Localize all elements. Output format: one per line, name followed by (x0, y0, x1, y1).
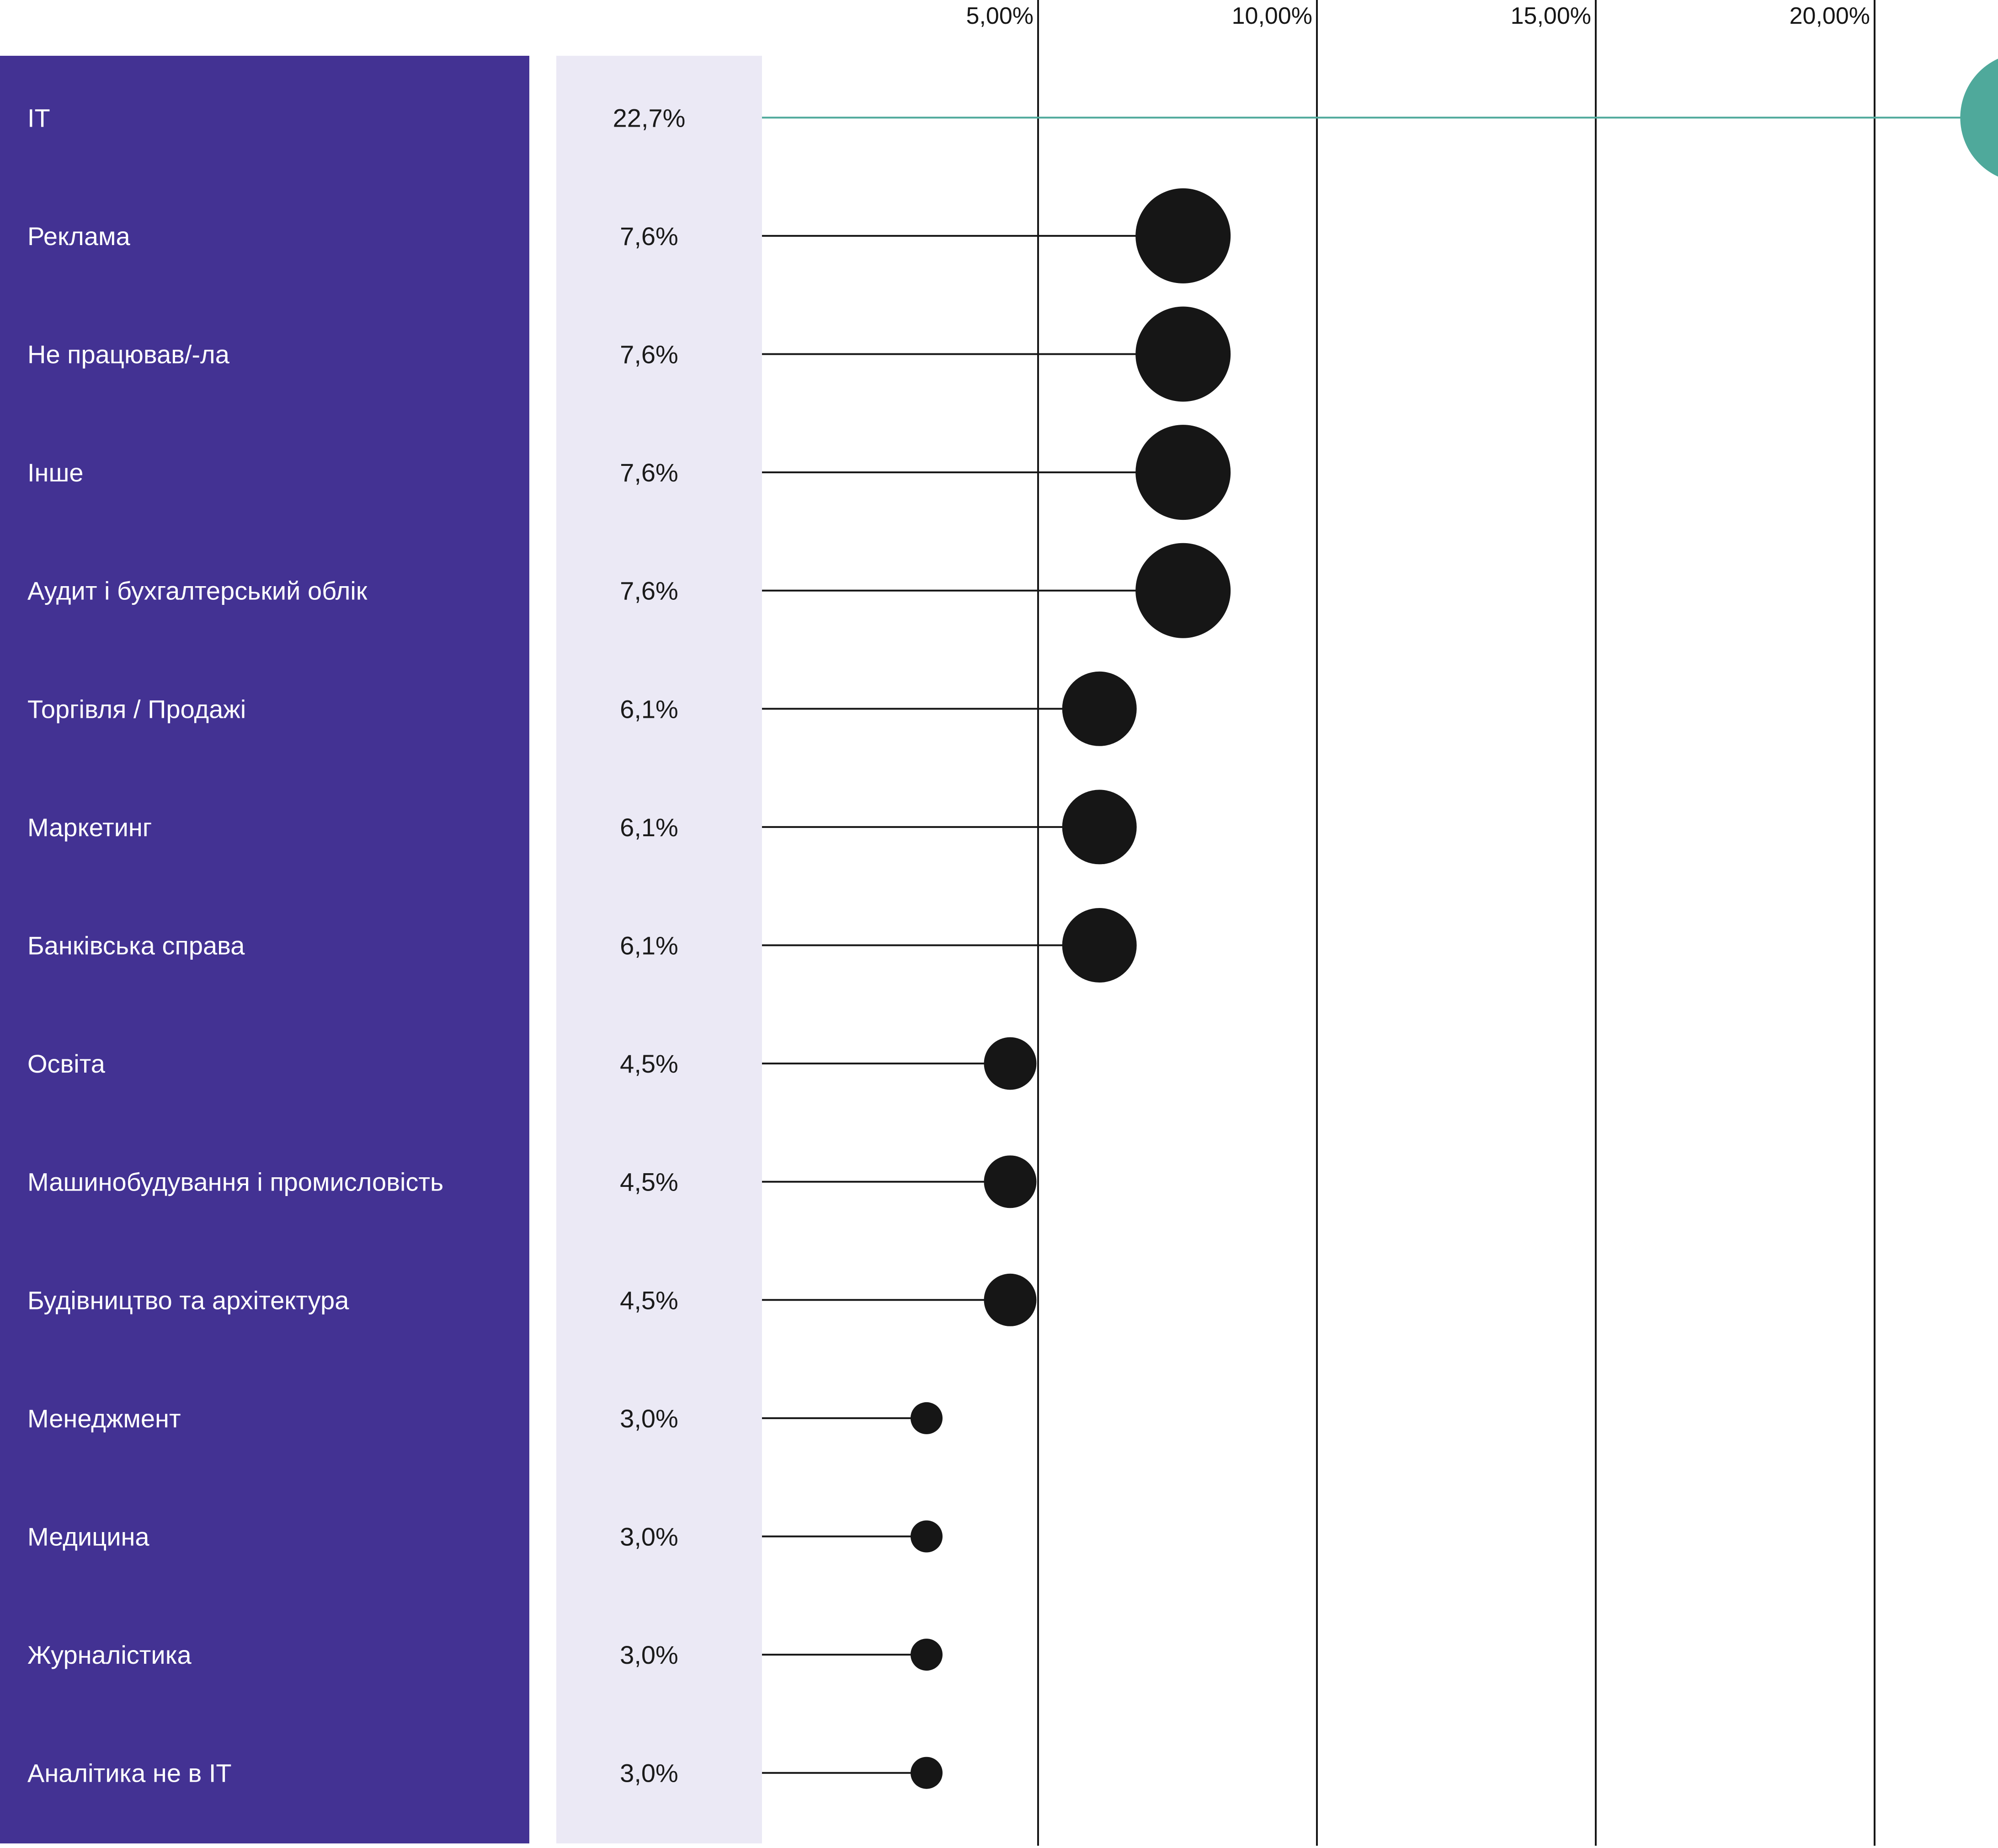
chart-row: Інше 7,6% (27, 425, 1231, 520)
value-label: 6,1% (620, 694, 678, 723)
value-label: 7,6% (620, 222, 678, 251)
chart-row: Машинобудування і промисловість 4,5% (27, 1155, 1037, 1208)
value-label: 3,0% (620, 1640, 678, 1669)
value-label-panel (556, 56, 762, 1843)
category-label: Менеджмент (27, 1404, 181, 1433)
chart-row: Аналітика не в IT 3,0% (27, 1757, 943, 1789)
chart-row: Освіта 4,5% (27, 1037, 1037, 1090)
category-label: Торгівля / Продажі (27, 694, 246, 723)
category-label: Маркетинг (27, 813, 152, 842)
value-label: 4,5% (620, 1168, 678, 1196)
chart-row: IT 22,7% (27, 59, 1998, 177)
chart-row: Медицина 3,0% (27, 1520, 943, 1553)
value-label: 3,0% (620, 1404, 678, 1433)
value-label: 7,6% (620, 340, 678, 369)
x-tick-label: 5,00% (966, 3, 1034, 29)
lollipop-dot (1135, 543, 1231, 638)
value-label: 6,1% (620, 931, 678, 960)
lollipop-dot (911, 1402, 943, 1434)
lollipop-dot (1135, 425, 1231, 520)
category-label: Реклама (27, 222, 130, 251)
lollipop-dot (1135, 188, 1231, 283)
x-tick-label: 20,00% (1790, 3, 1870, 29)
category-label: Не працював/-ла (27, 340, 230, 369)
chart-row: Банківська справа 6,1% (27, 908, 1137, 983)
lollipop-dot (1062, 671, 1137, 746)
lollipop-dot-highlight (1960, 59, 1998, 177)
chart-row: Торгівля / Продажі 6,1% (27, 671, 1137, 746)
lollipop-dot (911, 1757, 943, 1789)
value-label: 6,1% (620, 813, 678, 842)
x-tick-label: 10,00% (1232, 3, 1312, 29)
x-gridlines: 5,00% 10,00% 15,00% 20,00% (966, 0, 1875, 1846)
lollipop-dot (1135, 306, 1231, 402)
value-label: 4,5% (620, 1049, 678, 1078)
value-label: 3,0% (620, 1759, 678, 1788)
chart-row: Менеджмент 3,0% (27, 1402, 943, 1434)
chart-row: Не працював/-ла 7,6% (27, 306, 1231, 402)
chart-row: Будівництво та архітектура 4,5% (27, 1273, 1037, 1326)
x-tick-label: 15,00% (1511, 3, 1591, 29)
lollipop-dot (984, 1037, 1037, 1090)
category-label: Медицина (27, 1522, 149, 1551)
value-label: 22,7% (613, 103, 686, 132)
category-label-panel (0, 56, 529, 1843)
category-label: Будівництво та архітектура (27, 1286, 349, 1314)
lollipop-dot (1062, 908, 1137, 983)
category-label: Журналістика (27, 1640, 192, 1669)
value-label: 7,6% (620, 577, 678, 605)
category-label: Аналітика не в IT (27, 1759, 232, 1788)
lollipop-dot (984, 1155, 1037, 1208)
value-label: 7,6% (620, 458, 678, 487)
chart-row: Маркетинг 6,1% (27, 790, 1137, 865)
category-label: Машинобудування і промисловість (27, 1168, 443, 1196)
lollipop-dot (911, 1520, 943, 1553)
category-label: Освіта (27, 1049, 106, 1078)
category-label: Банківська справа (27, 931, 245, 960)
category-label: IT (27, 103, 50, 132)
value-label: 4,5% (620, 1286, 678, 1314)
category-label: Аудит і бухгалтерський облік (27, 577, 368, 605)
chart-row: Аудит і бухгалтерський облік 7,6% (27, 543, 1231, 638)
chart-row: Реклама 7,6% (27, 188, 1231, 283)
chart-row: Журналістика 3,0% (27, 1639, 943, 1671)
lollipop-dot (984, 1273, 1037, 1326)
value-label: 3,0% (620, 1522, 678, 1551)
lollipop-dot (1062, 790, 1137, 865)
lollipop-dot (911, 1639, 943, 1671)
category-label: Інше (27, 458, 84, 487)
